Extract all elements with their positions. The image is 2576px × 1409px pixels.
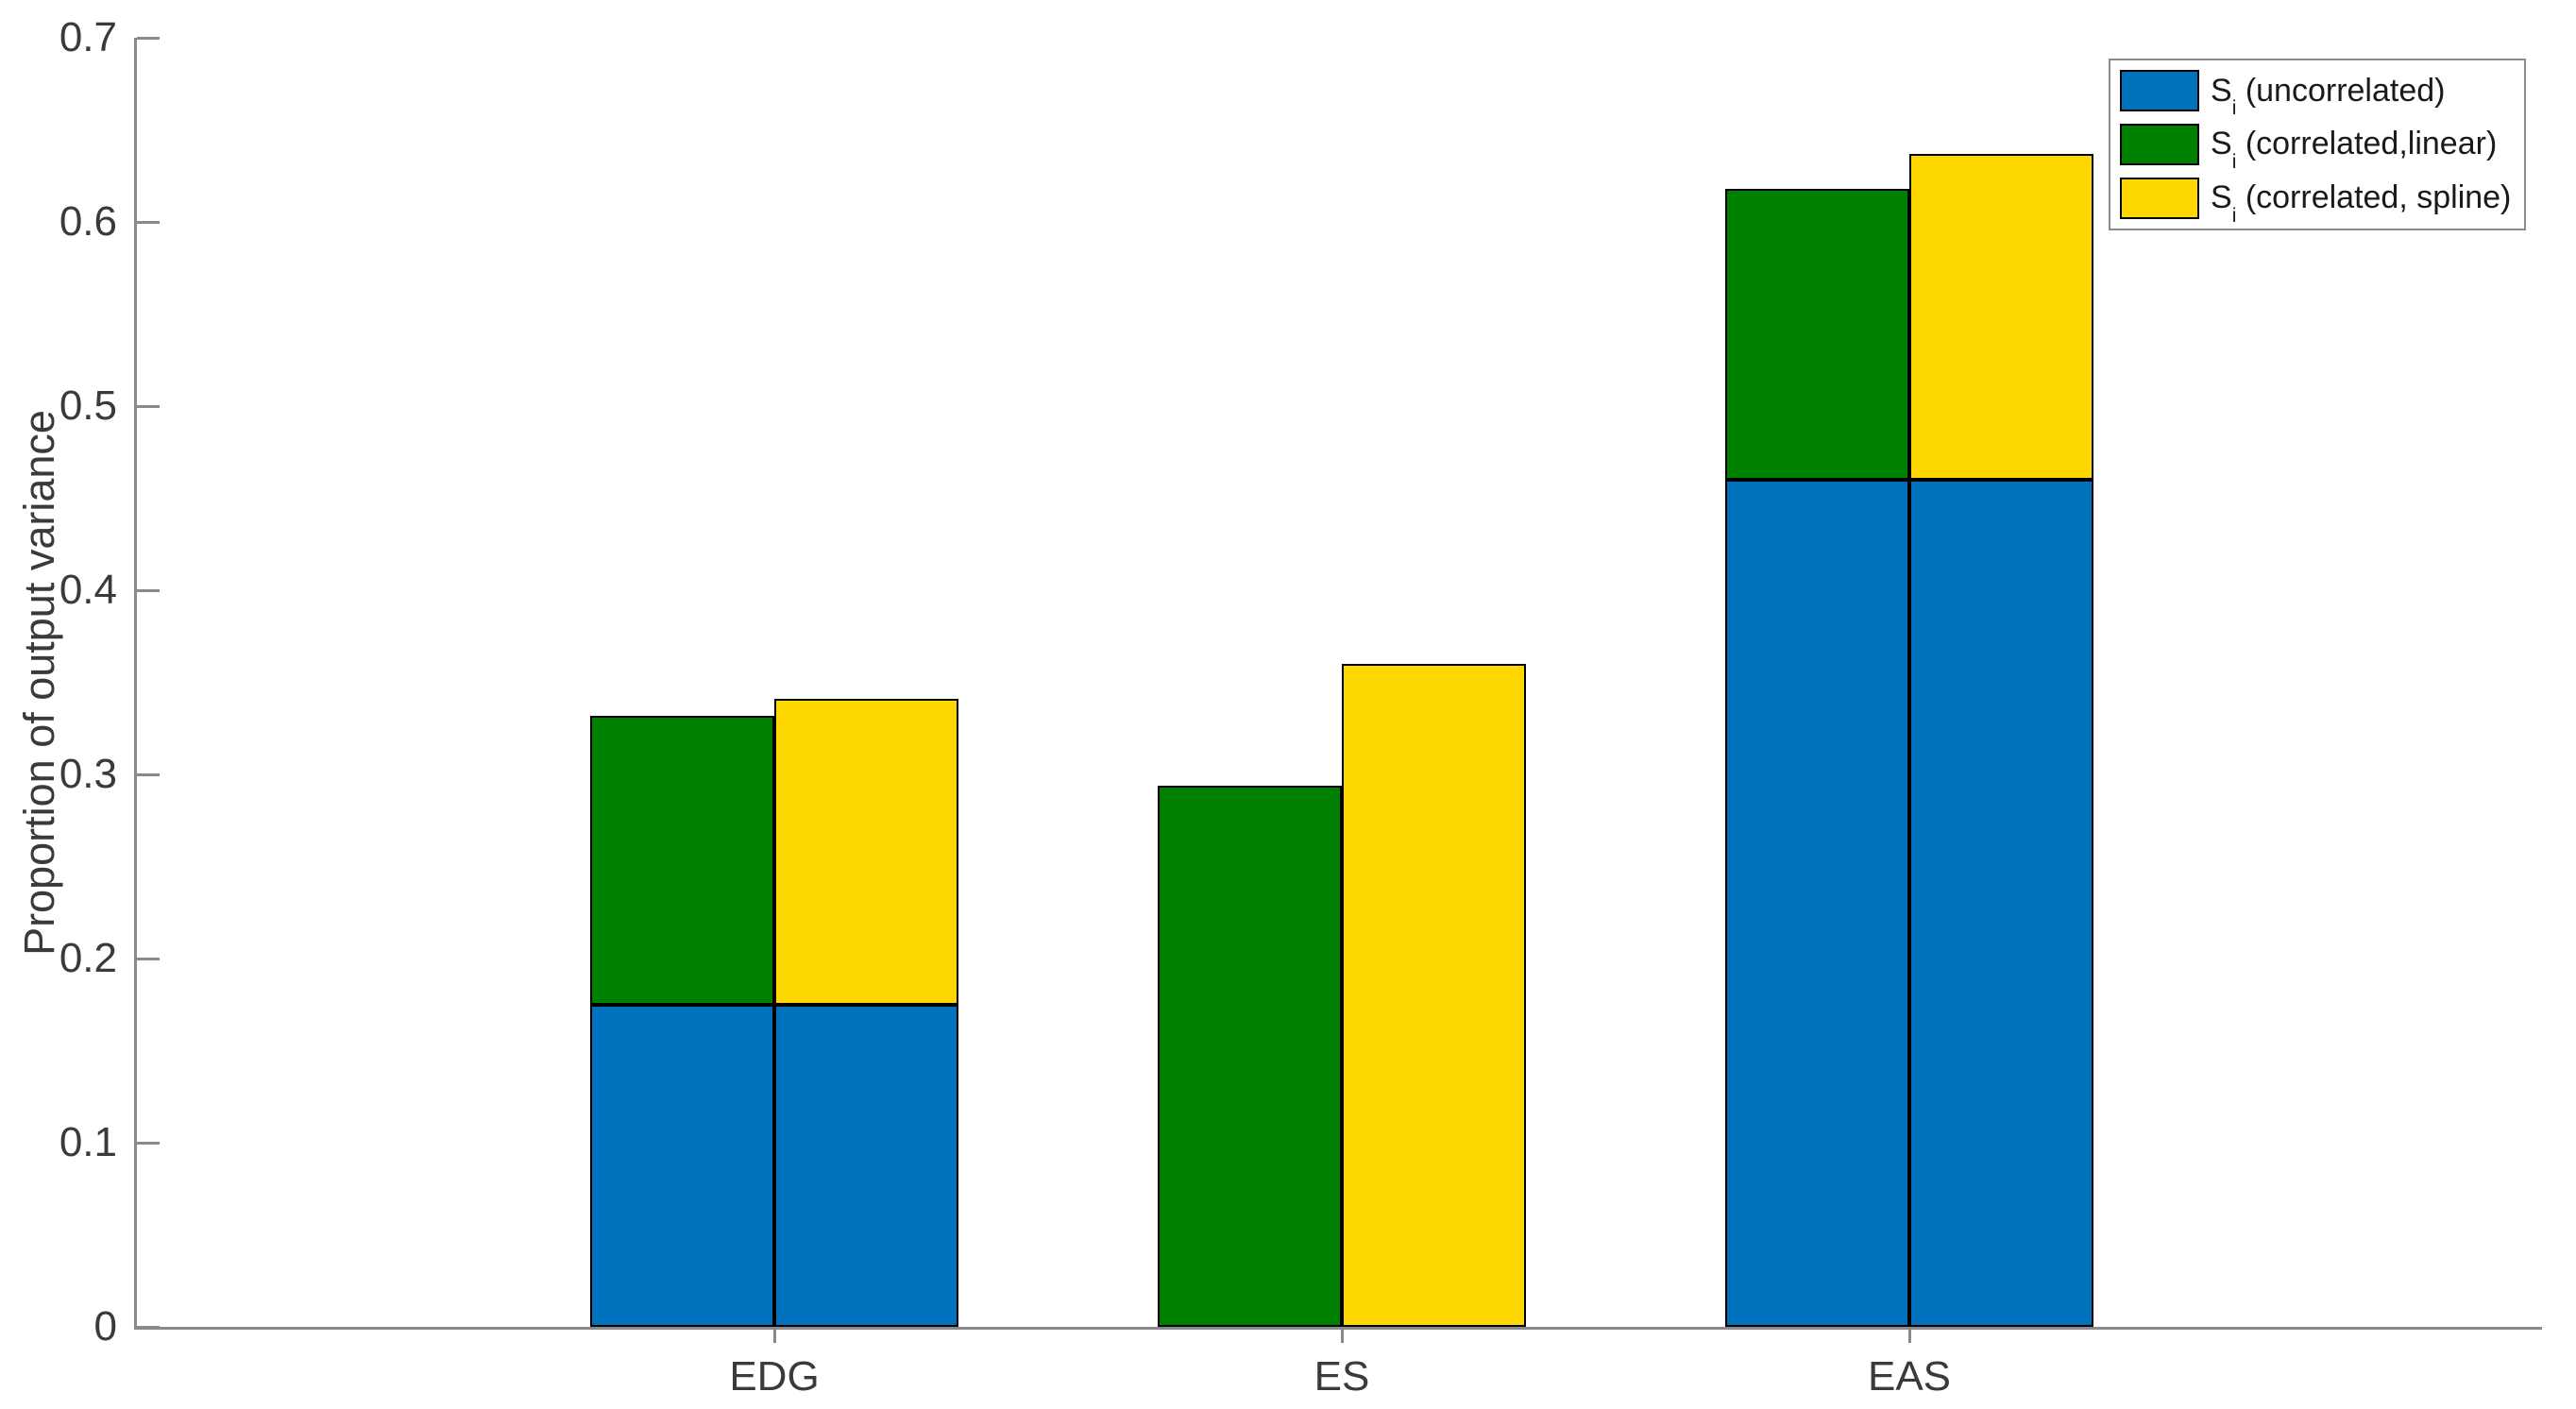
y-tick <box>137 1326 160 1329</box>
legend-row: Si (uncorrelated) <box>2120 70 2515 120</box>
y-tick <box>137 773 160 776</box>
bar-segment-correlated_linear <box>590 716 774 1005</box>
x-category-label: EAS <box>1867 1353 1952 1400</box>
legend-label: Si (uncorrelated) <box>2211 72 2446 120</box>
legend-swatch <box>2120 123 2199 165</box>
bar-segment-correlated_spline <box>1909 154 2093 480</box>
y-tick <box>137 1142 160 1145</box>
x-tick <box>1341 1330 1344 1343</box>
y-axis-line <box>134 38 137 1330</box>
y-tick <box>137 589 160 592</box>
legend-swatch <box>2120 177 2199 219</box>
bar-segment-uncorrelated <box>1725 480 1909 1327</box>
bar-segment-uncorrelated <box>590 1005 774 1327</box>
bar-segment-uncorrelated <box>1909 480 2093 1327</box>
x-tick <box>1908 1330 1911 1343</box>
x-category-label: EDG <box>729 1353 820 1400</box>
bar-segment-correlated_spline <box>774 699 958 1005</box>
legend-row: Si (correlated,linear) <box>2120 123 2515 174</box>
y-tick-label: 0.2 <box>59 935 117 981</box>
y-axis-title: Proportion of output variance <box>15 410 63 956</box>
legend: Si (uncorrelated) Si (correlated,linear) S… <box>2109 59 2526 230</box>
y-tick-label: 0 <box>93 1303 117 1350</box>
y-tick <box>137 405 160 408</box>
legend-label: Si (correlated, spline) <box>2211 179 2512 227</box>
bar-segment-uncorrelated <box>774 1005 958 1327</box>
y-tick <box>137 958 160 960</box>
bar-segment-correlated_linear <box>1158 786 1342 1327</box>
x-axis-line <box>134 1327 2542 1330</box>
y-tick <box>137 221 160 224</box>
y-tick-label: 0.4 <box>59 567 117 613</box>
legend-label: Si (correlated,linear) <box>2211 126 2498 174</box>
y-tick-label: 0.5 <box>59 382 117 429</box>
y-tick-label: 0.1 <box>59 1119 117 1165</box>
legend-swatch <box>2120 70 2199 112</box>
y-tick <box>137 37 160 40</box>
x-category-label: ES <box>1313 1353 1370 1400</box>
bar-segment-correlated_linear <box>1725 189 1909 480</box>
bar-segment-correlated_spline <box>1342 664 1526 1327</box>
y-tick-label: 0.7 <box>59 14 117 60</box>
x-tick <box>773 1330 776 1343</box>
y-tick-label: 0.3 <box>59 751 117 797</box>
y-tick-label: 0.6 <box>59 198 117 245</box>
legend-row: Si (correlated, spline) <box>2120 177 2515 227</box>
